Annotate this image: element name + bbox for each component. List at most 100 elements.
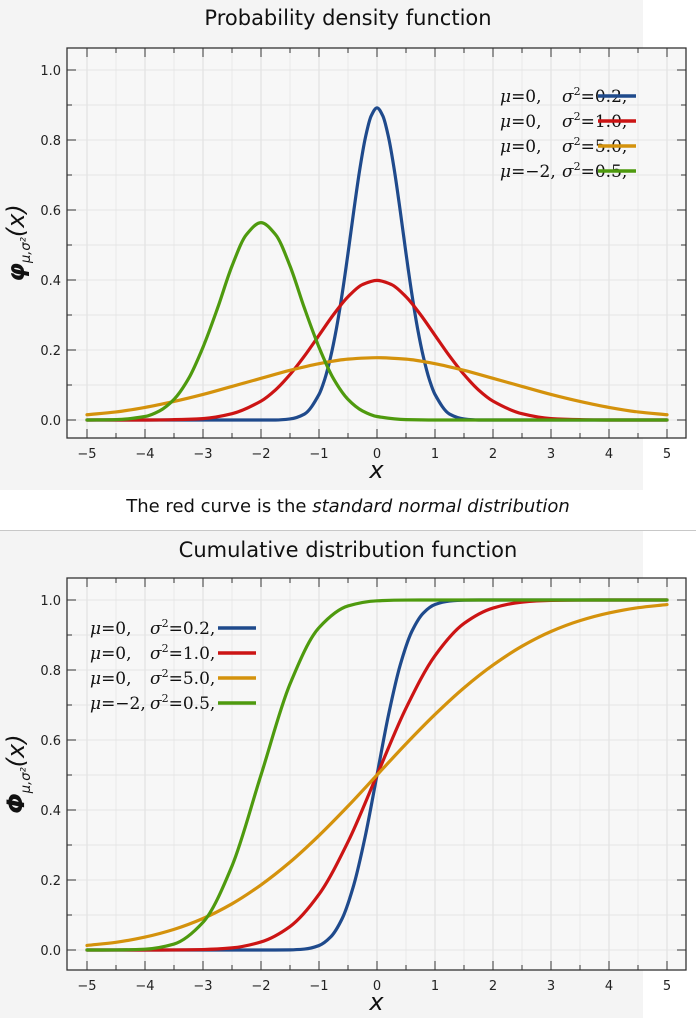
cdf-xtick-label: 4 bbox=[605, 979, 613, 994]
pdf-legend-mu-value: =0, bbox=[511, 87, 541, 107]
cdf-y-axis-label-arg: (x) bbox=[2, 734, 30, 767]
pdf-x-axis-label: x bbox=[368, 456, 384, 484]
pdf-xtick-label: 3 bbox=[547, 447, 555, 462]
caption-prefix: The red curve is the bbox=[126, 496, 313, 517]
pdf-legend-sigma-symbol: σ bbox=[562, 137, 574, 157]
pdf-xtick-label: 4 bbox=[605, 447, 613, 462]
cdf-legend-sigma-symbol: σ bbox=[150, 644, 162, 664]
cdf-legend-mu-0: μ=0, bbox=[90, 619, 132, 639]
cdf-series-line-2 bbox=[85, 602, 669, 948]
cdf-legend-sigma-exp: 2 bbox=[162, 667, 169, 680]
cdf-legend-mu-symbol: μ bbox=[90, 669, 101, 689]
cdf-xtick-label: −4 bbox=[135, 979, 154, 994]
cdf-legend-sigma-exp: 2 bbox=[162, 642, 169, 655]
caption-emphasis: standard normal distribution bbox=[312, 496, 570, 517]
cdf-xtick-label: −2 bbox=[251, 979, 270, 994]
cdf-legend-mu-value: =0, bbox=[101, 669, 131, 689]
cdf-legend-mu-value: =−2, bbox=[101, 694, 146, 714]
cdf-ytick-label: 0.0 bbox=[40, 944, 61, 959]
cdf-legend-mu-symbol: μ bbox=[90, 694, 101, 714]
pdf-y-axis-label-sub: μ,σ² bbox=[19, 237, 34, 264]
cdf-legend-sigma-symbol: σ bbox=[150, 669, 162, 689]
pdf-legend-sigma-symbol: σ bbox=[562, 112, 574, 132]
cdf-legend-var-value: =1.0, bbox=[169, 644, 216, 664]
cdf-legend-var-value: =0.2, bbox=[169, 619, 216, 639]
panel-divider bbox=[0, 530, 696, 531]
cdf-y-axis-label-main: Φ bbox=[2, 793, 30, 813]
pdf-legend-mu-symbol: μ bbox=[500, 112, 511, 132]
pdf-xtick-label: −1 bbox=[309, 447, 328, 462]
cdf-ytick-label: 0.2 bbox=[40, 874, 61, 889]
pdf-xtick-label: −5 bbox=[77, 447, 96, 462]
cdf-xtick-label: 1 bbox=[431, 979, 439, 994]
pdf-legend-mu-value: =0, bbox=[511, 137, 541, 157]
pdf-y-axis-label: φμ,σ²(x) bbox=[2, 204, 34, 282]
cdf-x-axis-label: x bbox=[368, 988, 384, 1016]
cdf-legend-mu-3: μ=−2, bbox=[90, 694, 146, 714]
cdf-legend-sigma-symbol: σ bbox=[150, 694, 162, 714]
pdf-legend-mu-symbol: μ bbox=[500, 137, 511, 157]
cdf-chart-title: Cumulative distribution function bbox=[178, 538, 518, 562]
pdf-legend-sigma-exp: 2 bbox=[574, 110, 581, 123]
cdf-xtick-label: −5 bbox=[77, 979, 96, 994]
pdf-chart: −5 −4 −3 −2 −1 0 1 2 3 4 5 0.0 0.2 0.4 0.6 0.8 1.0 x φμ,σ²… bbox=[2, 47, 687, 484]
cdf-ytick-label: 1.0 bbox=[40, 594, 61, 609]
cdf-y-axis-label-sub: μ,σ² bbox=[19, 767, 34, 794]
cdf-legend-mu-value: =0, bbox=[101, 644, 131, 664]
pdf-ytick-label: 0.8 bbox=[40, 134, 61, 149]
pdf-ytick-label: 0.0 bbox=[40, 414, 61, 429]
cdf-series-line-3 bbox=[85, 598, 669, 952]
pdf-chart-title: Probability density function bbox=[204, 6, 492, 30]
pdf-legend-mu-value: =−2, bbox=[511, 162, 556, 182]
pdf-legend-sigma-exp: 2 bbox=[574, 135, 581, 148]
pdf-legend-sigma-symbol: σ bbox=[562, 87, 574, 107]
cdf-legend-mu-1: μ=0, bbox=[90, 644, 132, 664]
pdf-series-line-2 bbox=[85, 356, 669, 417]
pdf-legend-sigma-exp: 2 bbox=[574, 160, 581, 173]
cdf-legend-var-3: σ2=0.5, bbox=[150, 692, 215, 714]
cdf-legend-sigma-exp: 2 bbox=[162, 692, 169, 705]
cdf-y-axis-label: Φμ,σ²(x) bbox=[2, 734, 34, 813]
cdf-legend-sigma-exp: 2 bbox=[162, 617, 169, 630]
pdf-tick-marks bbox=[67, 48, 686, 438]
cdf-xtick-label: 2 bbox=[489, 979, 497, 994]
cdf-legend-var-value: =0.5, bbox=[169, 694, 216, 714]
cdf-xtick-label: 0 bbox=[373, 979, 381, 994]
pdf-gridlines bbox=[67, 48, 686, 438]
cdf-xtick-label: −3 bbox=[193, 979, 212, 994]
pdf-ytick-label: 0.2 bbox=[40, 344, 61, 359]
cdf-legend-mu-value: =0, bbox=[101, 619, 131, 639]
pdf-xtick-label: 5 bbox=[663, 447, 671, 462]
pdf-legend-mu-0: μ=0, bbox=[500, 87, 542, 107]
cdf-xtick-label: 5 bbox=[663, 979, 671, 994]
pdf-legend-mu-1: μ=0, bbox=[500, 112, 542, 132]
cdf-ytick-label: 0.6 bbox=[40, 734, 61, 749]
cdf-legend-var-value: =5.0, bbox=[169, 669, 216, 689]
pdf-legend-mu-value: =0, bbox=[511, 112, 541, 132]
cdf-ytick-label: 0.4 bbox=[40, 804, 61, 819]
cdf-legend-var-2: σ2=5.0, bbox=[150, 667, 215, 689]
pdf-y-axis-label-main: φ bbox=[2, 263, 30, 282]
pdf-legend-mu-symbol: μ bbox=[500, 87, 511, 107]
pdf-legend-mu-2: μ=0, bbox=[500, 137, 542, 157]
cdf-legend-var-0: σ2=0.2, bbox=[150, 617, 215, 639]
cdf-ytick-label: 0.8 bbox=[40, 664, 61, 679]
pdf-xtick-label: 1 bbox=[431, 447, 439, 462]
cdf-legend-mu-2: μ=0, bbox=[90, 669, 132, 689]
pdf-ytick-label: 0.4 bbox=[40, 274, 61, 289]
pdf-legend-mu-symbol: μ bbox=[500, 162, 511, 182]
pdf-series-line-3 bbox=[85, 221, 669, 422]
pdf-legend-sigma-exp: 2 bbox=[574, 85, 581, 98]
pdf-xtick-label: 0 bbox=[373, 447, 381, 462]
pdf-ytick-label: 0.6 bbox=[40, 204, 61, 219]
cdf-legend-sigma-symbol: σ bbox=[150, 619, 162, 639]
cdf-xtick-label: 3 bbox=[547, 979, 555, 994]
cdf-legend-var-1: σ2=1.0, bbox=[150, 642, 215, 664]
pdf-xtick-label: −3 bbox=[193, 447, 212, 462]
pdf-series-line-1 bbox=[85, 278, 669, 422]
figure-caption: The red curve is the standard normal dis… bbox=[0, 496, 696, 517]
pdf-y-axis-label-arg: (x) bbox=[2, 204, 30, 237]
cdf-legend: μ=0, σ2=0.2,μ=0, σ2=1.0,μ=0, σ2=5.0,μ=−2, σ2… bbox=[90, 617, 256, 714]
cdf-tick-marks bbox=[67, 578, 686, 970]
